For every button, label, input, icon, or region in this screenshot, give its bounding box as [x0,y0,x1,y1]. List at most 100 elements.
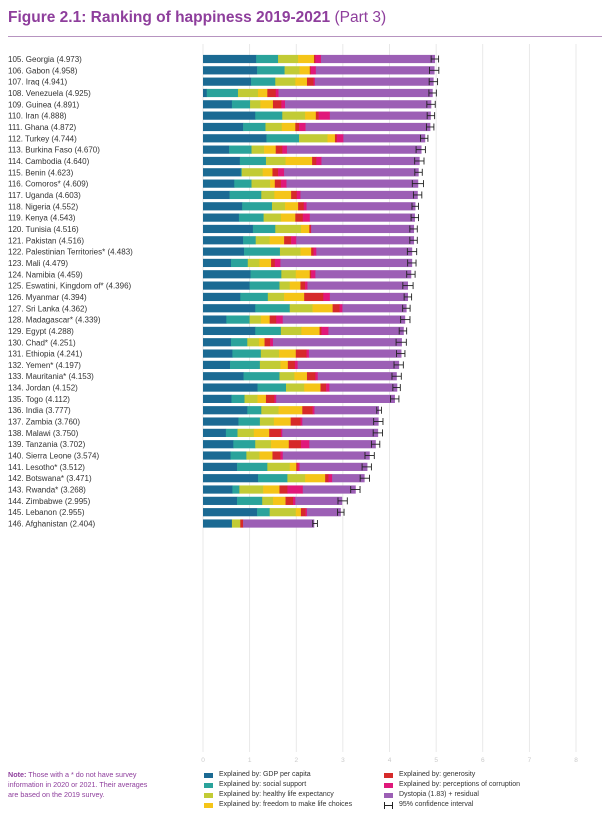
bar-segment-social [230,451,247,460]
bar-segment-dystopia [314,77,434,86]
bar-segment-generosity [269,315,277,324]
bar-segment-freedom [289,281,301,290]
bar-segment-social [242,202,273,211]
bar-segment-health [281,270,297,279]
bar-segment-corruption [296,190,301,200]
country-label: 146. Afghanistan (2.404) [8,520,96,529]
country-label: 128. Madagascar* (4.339) [8,316,101,325]
bar-segment-freedom [260,100,274,109]
country-label: 131. Ethiopia (4.241) [8,350,83,359]
legend-swatch-freedom [204,802,213,808]
bar-segment-freedom [271,440,290,449]
bar-segment-health [244,394,258,403]
bar-segment-dystopia [286,179,419,188]
bar-segment-generosity [319,326,322,336]
bar-segment-generosity [296,462,298,471]
bar-segment-social [266,134,300,143]
bar-segment-gdp [203,451,231,460]
country-label: 136. India (3.777) [8,406,71,415]
bar-segment-dystopia [286,145,422,154]
country-label: 125. Eswatini, Kingdom of* (4.396) [8,282,132,291]
bar-segment-health [284,66,300,75]
bar-segment-corruption [311,270,316,279]
bar-segment-dystopia [276,394,395,403]
bar-segment-dystopia [306,202,416,211]
bar-segment-corruption [336,134,344,143]
x-tick-label-1: 1 [248,757,252,764]
bar-segment-freedom [300,224,310,234]
legend-swatch-health [204,792,213,798]
country-label: 111. Ghana (4.872) [8,123,77,132]
bar-segment-gdp [203,77,252,86]
country-label: 142. Botswana* (3.471) [8,474,92,483]
legend-swatch-corruption [384,782,393,788]
bar-segment-social [234,179,252,188]
bar-segment-gdp [203,247,245,256]
country-label: 144. Zimbabwe (2.995) [8,497,91,506]
bar-segment-gdp [203,156,241,166]
bar-segment-health [237,428,255,437]
bar-segment-dystopia [328,326,404,336]
country-label: 133. Mauritania* (4.153) [8,372,94,381]
bar-segment-gdp [203,292,241,302]
bar-segment-dystopia [282,428,379,437]
legend-label-freedom: Explained by: freedom to make life choic… [219,801,353,808]
bar-segment-gdp [203,406,248,415]
bar-segment-social [240,292,269,302]
bar-segment-corruption [326,383,330,392]
figure-title: Figure 2.1: Ranking of happiness 2019-20… [8,9,386,27]
bar-segment-generosity [295,349,307,358]
country-label: 143. Rwanda* (3.268) [8,486,86,495]
bar-segment-gdp [203,474,259,483]
bar-segment-freedom [272,496,286,505]
bar-segment-freedom [253,428,270,437]
bar-segment-generosity [320,383,327,392]
bar-segment-social [244,247,281,256]
bar-segment-dystopia [308,349,402,358]
bar-segment-health [285,383,305,392]
bar-segment-dystopia [272,338,402,347]
bar-segment-health [265,122,283,132]
bar-segment-social [229,190,262,200]
bar-segment-dystopia [329,111,431,120]
bar-segment-gdp [203,134,267,143]
legend-swatch-generosity [384,772,393,778]
x-tick-label-5: 5 [434,757,438,764]
bar-segment-freedom [285,156,313,166]
x-tick-label-7: 7 [528,757,532,764]
bar-segment-health [259,360,281,370]
bar-segment-social [257,508,270,517]
bar-segment-health [249,315,262,324]
bar-segment-social [239,156,267,166]
bar-segment-health [260,349,280,358]
bar-segment-dystopia [307,281,408,290]
bar-segment-generosity [309,224,312,234]
bar-segment-health [261,190,275,200]
bar-segment-corruption [323,292,331,302]
bar-segment-corruption [305,508,308,517]
country-label: 145. Lebanon (2.955) [8,508,85,517]
bar-segment-health [241,168,263,177]
bar-segment-dystopia [309,213,415,222]
bar-segment-gdp [203,122,244,132]
bar-segment-gdp [203,100,233,109]
bar-segment-freedom [295,270,311,279]
bar-segment-gdp [203,304,256,313]
bar-segment-corruption [276,315,284,324]
country-label: 120. Tunisia (4.516) [8,225,79,234]
bar-segment-health [250,100,261,109]
bar-segment-gdp [203,190,230,200]
bar-segment-social [256,54,279,64]
survey-note: Note: Those with a * do not have survey … [8,770,158,800]
bar-segment-generosity [288,440,302,449]
figure-title-part: (Part 3) [334,9,387,26]
country-label: 127. Sri Lanka (4.362) [8,304,87,313]
bar-segment-generosity [309,66,312,75]
bar-segment-freedom [299,66,311,75]
bar-segment-corruption [316,156,322,166]
bar-segment-generosity [304,292,324,302]
bar-segment-dystopia [320,54,436,64]
bar-segment-freedom [327,134,336,143]
bar-segment-gdp [203,236,244,245]
bar-segment-freedom [281,122,296,132]
